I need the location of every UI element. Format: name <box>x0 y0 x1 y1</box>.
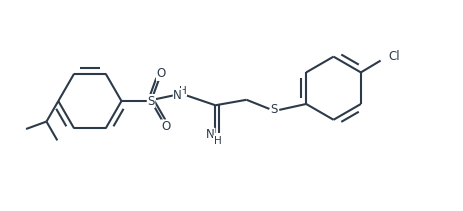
Text: H: H <box>213 136 221 146</box>
Text: N: N <box>206 128 215 141</box>
Text: S: S <box>271 103 278 116</box>
Text: O: O <box>156 67 166 80</box>
Text: Cl: Cl <box>388 50 400 63</box>
Text: H: H <box>179 86 187 96</box>
Text: N: N <box>173 89 182 102</box>
Text: O: O <box>161 120 170 133</box>
Text: S: S <box>147 95 155 108</box>
